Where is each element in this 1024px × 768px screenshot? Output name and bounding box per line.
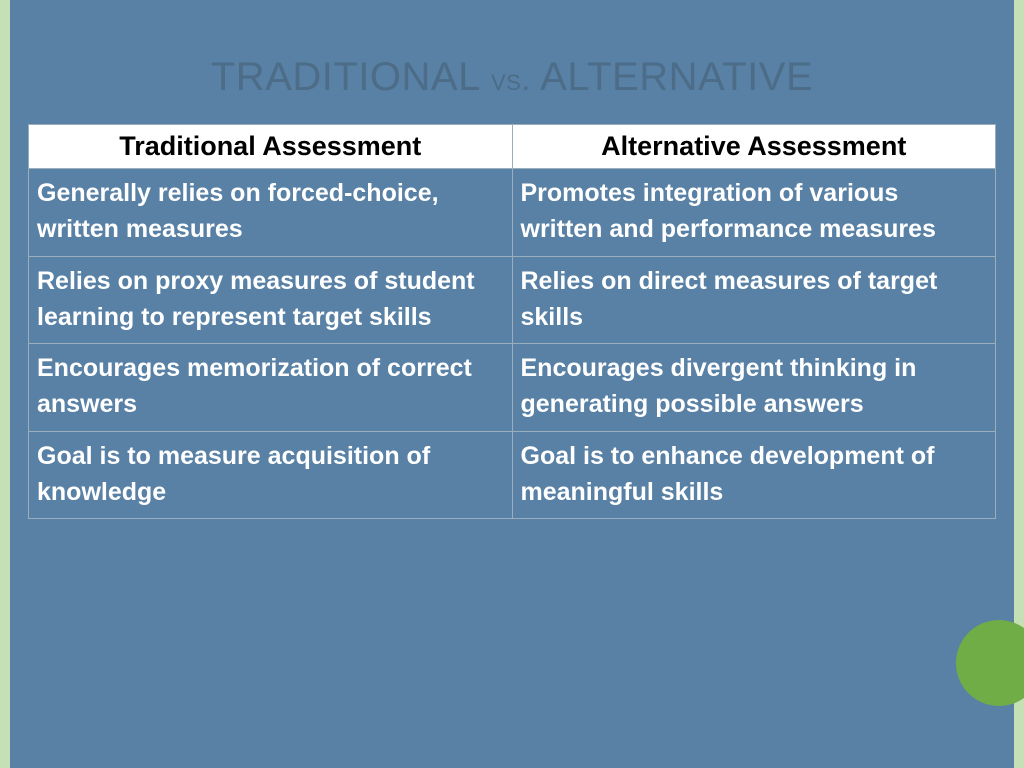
slide-title: TRADITIONAL vs. ALTERNATIVE: [28, 55, 996, 100]
title-part2: ALTERNATIVE: [540, 55, 813, 99]
decorative-circle: [956, 620, 1024, 706]
cell-traditional: Generally relies on forced-choice, writt…: [29, 169, 513, 257]
title-conjunction: vs.: [491, 61, 531, 97]
outer-frame: TRADITIONAL vs. ALTERNATIVE Traditional …: [0, 0, 1024, 768]
cell-traditional: Relies on proxy measures of student lear…: [29, 256, 513, 344]
table-header-row: Traditional Assessment Alternative Asses…: [29, 125, 996, 169]
col-header-traditional: Traditional Assessment: [29, 125, 513, 169]
cell-traditional: Goal is to measure acquisition of knowle…: [29, 431, 513, 519]
cell-alternative: Encourages divergent thinking in generat…: [512, 344, 996, 432]
cell-alternative: Relies on direct measures of target skil…: [512, 256, 996, 344]
table-row: Encourages memorization of correct answe…: [29, 344, 996, 432]
slide: TRADITIONAL vs. ALTERNATIVE Traditional …: [10, 0, 1014, 768]
table-row: Goal is to measure acquisition of knowle…: [29, 431, 996, 519]
cell-alternative: Goal is to enhance development of meanin…: [512, 431, 996, 519]
table-row: Generally relies on forced-choice, writt…: [29, 169, 996, 257]
cell-traditional: Encourages memorization of correct answe…: [29, 344, 513, 432]
comparison-table: Traditional Assessment Alternative Asses…: [28, 124, 996, 519]
title-part1: TRADITIONAL: [211, 55, 480, 99]
table-row: Relies on proxy measures of student lear…: [29, 256, 996, 344]
col-header-alternative: Alternative Assessment: [512, 125, 996, 169]
cell-alternative: Promotes integration of various written …: [512, 169, 996, 257]
